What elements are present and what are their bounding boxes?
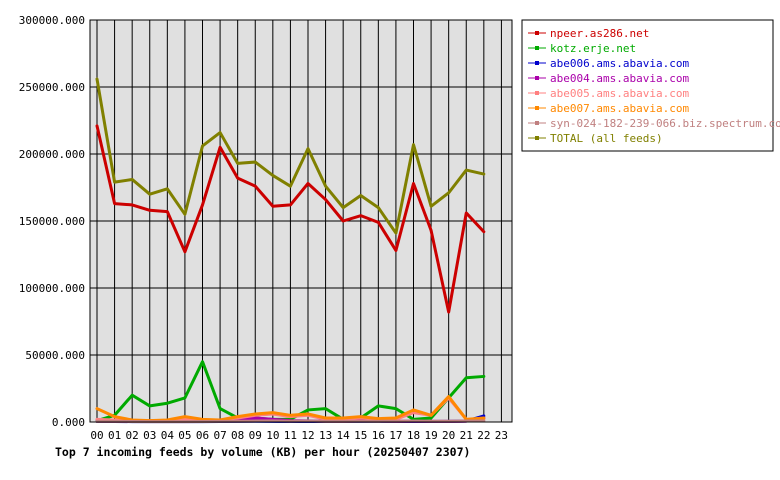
x-tick-label: 23	[495, 429, 508, 442]
chart-title: Top 7 incoming feeds by volume (KB) per …	[55, 445, 470, 459]
x-tick-label: 05	[178, 429, 191, 442]
x-tick-label: 20	[442, 429, 455, 442]
legend-label: abe006.ams.abavia.com	[550, 57, 689, 70]
x-tick-label: 17	[389, 429, 402, 442]
legend-marker	[535, 46, 539, 50]
legend-label: abe005.ams.abavia.com	[550, 87, 689, 100]
x-tick-label: 08	[231, 429, 244, 442]
legend-box	[521, 19, 774, 152]
series-line-0	[95, 124, 486, 314]
y-tick-label: 300000.000	[19, 14, 85, 27]
legend-marker	[535, 136, 539, 140]
x-tick-label: 15	[354, 429, 367, 442]
y-tick-label: 200000.000	[19, 148, 85, 161]
y-tick-label: 0.000	[52, 416, 85, 429]
x-tick-label: 22	[477, 429, 490, 442]
y-tick-label: 150000.000	[19, 215, 85, 228]
y-tick-label: 50000.000	[25, 349, 85, 362]
x-tick-label: 07	[213, 429, 226, 442]
legend-marker	[535, 61, 539, 65]
legend-label: npeer.as286.net	[550, 27, 649, 40]
x-tick-label: 06	[196, 429, 209, 442]
legend: npeer.as286.net kotz.erje.net abe006.ams.a…	[528, 27, 780, 145]
legend-marker	[535, 121, 539, 125]
legend-label: abe004.ams.abavia.com	[550, 72, 689, 85]
x-tick-label: 04	[161, 429, 175, 442]
x-tick-label: 10	[266, 429, 279, 442]
legend-label: TOTAL (all feeds)	[550, 132, 663, 145]
x-tick-label: 00	[90, 429, 103, 442]
x-axis-ticks: 00 01 02 03 04 05 06 07 08 09 10 11 12 13 14 15 16 17 18 19…	[90, 429, 508, 442]
x-tick-label: 09	[249, 429, 262, 442]
x-tick-label: 03	[143, 429, 156, 442]
x-tick-label: 21	[460, 429, 473, 442]
x-tick-label: 01	[108, 429, 121, 442]
series-line-6	[95, 419, 486, 424]
series-layer	[95, 77, 486, 424]
x-tick-label: 13	[319, 429, 332, 442]
y-tick-label: 100000.000	[19, 282, 85, 295]
plot-border	[89, 19, 513, 423]
legend-marker	[535, 31, 539, 35]
legend-marker	[535, 106, 539, 110]
y-tick-label: 250000.000	[19, 81, 85, 94]
x-tick-label: 02	[126, 429, 139, 442]
legend-marker	[535, 76, 539, 80]
y-axis-ticks: 0.000 50000.000 100000.000 150000.000 200000…	[19, 14, 85, 429]
x-tick-label: 18	[407, 429, 420, 442]
legend-label: syn-024-182-239-066.biz.spectrum.com	[550, 117, 780, 130]
x-tick-label: 14	[337, 429, 351, 442]
legend-marker	[535, 91, 539, 95]
series-line-7	[95, 77, 486, 235]
x-tick-label: 19	[424, 429, 437, 442]
legend-label: abe007.ams.abavia.com	[550, 102, 689, 115]
x-tick-label: 16	[372, 429, 385, 442]
legend-label: kotz.erje.net	[550, 42, 636, 55]
x-tick-label: 11	[284, 429, 297, 442]
x-tick-label: 12	[301, 429, 314, 442]
